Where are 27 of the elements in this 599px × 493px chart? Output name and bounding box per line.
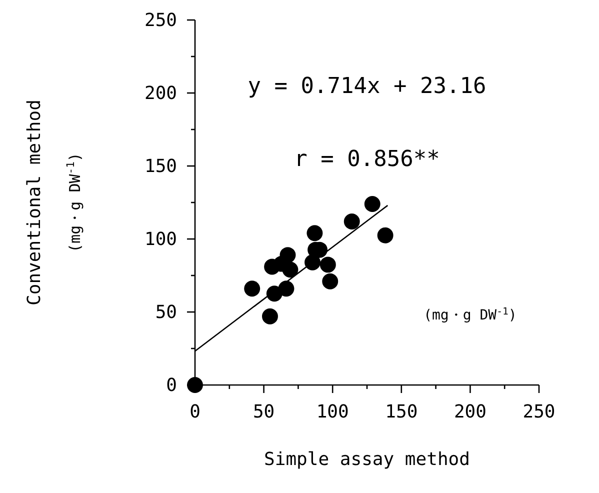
y-tick-label: 250 bbox=[144, 10, 177, 31]
x-axis-title: Simple assay method bbox=[264, 449, 470, 470]
point bbox=[322, 273, 338, 290]
y-tick-label: 150 bbox=[144, 156, 177, 177]
point bbox=[364, 196, 380, 212]
x-tick-label: 250 bbox=[522, 401, 556, 422]
x-tick-label: 0 bbox=[190, 401, 200, 422]
point bbox=[278, 280, 294, 297]
x-tick-label: 150 bbox=[385, 401, 418, 422]
point bbox=[244, 280, 260, 297]
y-tick-label: 50 bbox=[155, 302, 177, 323]
point bbox=[280, 247, 296, 264]
point bbox=[282, 262, 298, 278]
annotation: y = 0.714x + 23.16 bbox=[248, 74, 486, 99]
point bbox=[320, 256, 336, 273]
point bbox=[306, 225, 323, 242]
annotation: (mg・g DW$^{-1}$) bbox=[424, 306, 517, 324]
point bbox=[377, 227, 394, 244]
y-tick-label: 200 bbox=[144, 82, 177, 104]
x-tick-label: 100 bbox=[316, 401, 349, 422]
y-tick-label: 100 bbox=[144, 228, 177, 250]
x-tick-label: 50 bbox=[252, 401, 275, 422]
point bbox=[262, 308, 278, 324]
point bbox=[344, 214, 360, 230]
y-tick-label: 0 bbox=[166, 374, 177, 396]
annotation: r = 0.856** bbox=[294, 147, 440, 172]
x-tick-label: 200 bbox=[454, 401, 486, 422]
